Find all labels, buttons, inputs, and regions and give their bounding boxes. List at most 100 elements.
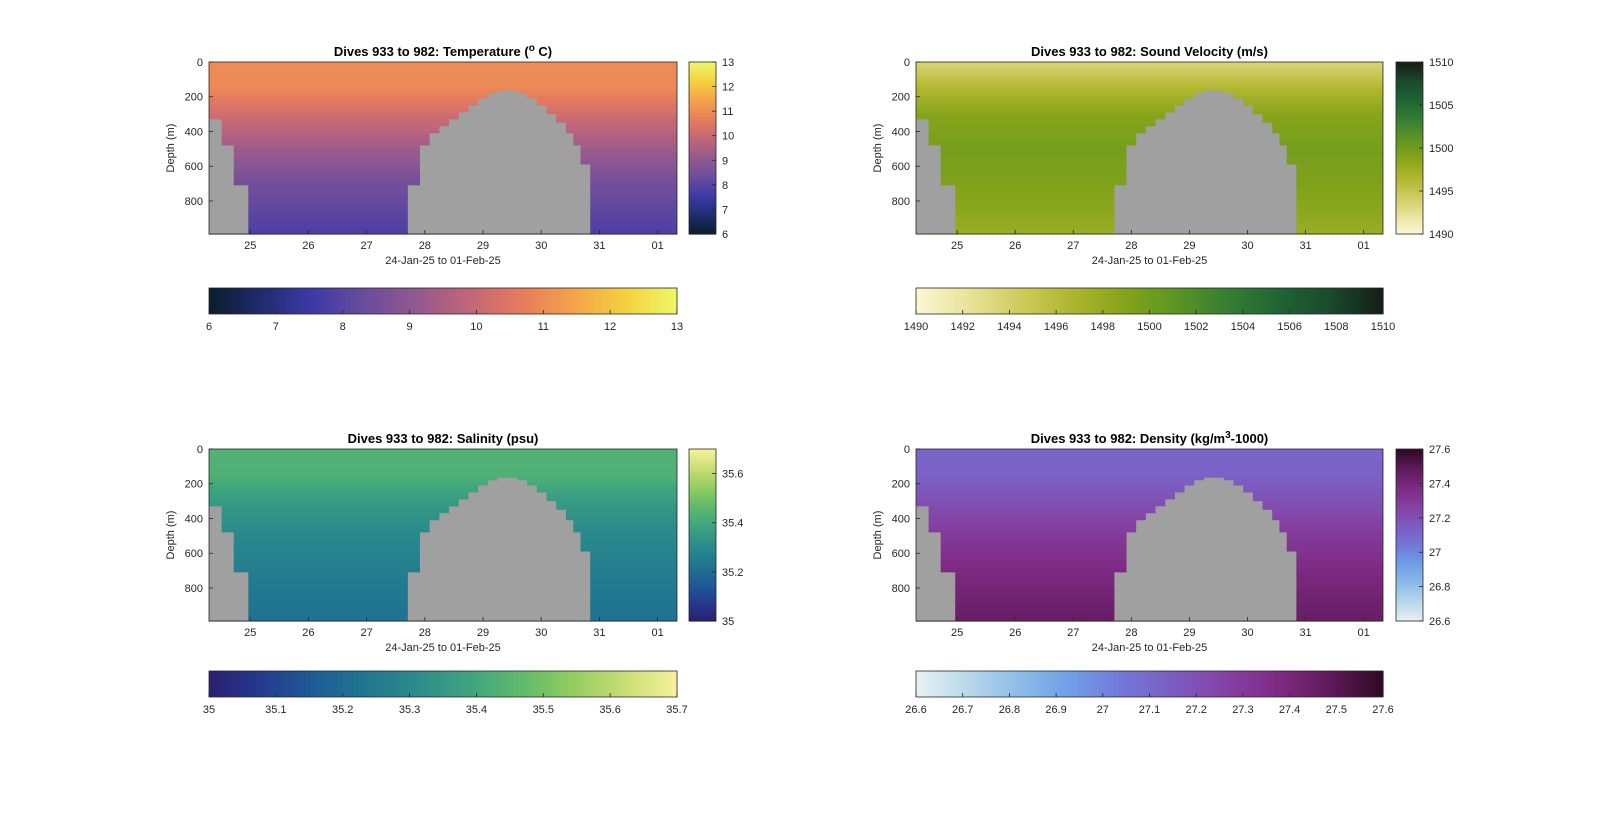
colorbar-segment bbox=[1258, 671, 1263, 697]
colorbar-segment bbox=[404, 671, 409, 697]
colorbar-segment bbox=[689, 116, 716, 120]
colorbar-segment bbox=[1013, 288, 1018, 314]
colorbar-frame bbox=[208, 287, 678, 315]
colorbar-segment bbox=[485, 671, 491, 697]
colorbar-segment bbox=[431, 671, 436, 697]
colorbar-segment bbox=[689, 535, 716, 539]
no-data-region bbox=[419, 145, 431, 234]
colorbar-segment bbox=[599, 288, 604, 314]
y-tick-label: 0 bbox=[904, 57, 910, 69]
heatmap-band bbox=[916, 456, 1383, 462]
colorbar-segment bbox=[689, 529, 716, 533]
colorbar-segment bbox=[1184, 288, 1190, 314]
colorbar-segment bbox=[689, 506, 716, 510]
colorbar-segment bbox=[1091, 671, 1096, 697]
colorbar-segment bbox=[1396, 555, 1423, 559]
colorbar-segment bbox=[279, 288, 284, 314]
colorbar-segment bbox=[923, 288, 929, 314]
colorbar-segment bbox=[1063, 288, 1069, 314]
colorbar-segment bbox=[1063, 671, 1069, 697]
colorbar-tick-label: 7 bbox=[273, 321, 279, 333]
colorbar-segment bbox=[993, 288, 999, 314]
colorbar-tick-label: 1495 bbox=[1429, 186, 1453, 198]
no-data-region bbox=[1252, 501, 1263, 621]
colorbar-segment bbox=[1396, 603, 1423, 608]
colorbar-tick-label: 35.5 bbox=[533, 704, 554, 716]
colorbar-segment bbox=[544, 671, 549, 697]
colorbar-tick-label: 1494 bbox=[997, 321, 1021, 333]
heatmap-band bbox=[916, 460, 1383, 465]
colorbar-tick-label: 8 bbox=[340, 321, 346, 333]
colorbar-segment bbox=[689, 79, 716, 83]
colorbar-segment bbox=[220, 671, 226, 697]
colorbar-segment bbox=[560, 671, 565, 697]
colorbar-tick-label: 9 bbox=[407, 321, 413, 333]
colorbar-segment bbox=[689, 62, 716, 66]
colorbar-segment bbox=[1396, 90, 1423, 95]
no-data-region bbox=[487, 93, 499, 234]
colorbar-segment bbox=[244, 288, 249, 314]
panel-sound-velocity: 0 200 400 600 800 25 26 27 28 29 30 31 01 24-Jan-25 t… bbox=[872, 44, 1453, 333]
colorbar-segment bbox=[1396, 153, 1423, 158]
colorbar-segment bbox=[649, 288, 655, 314]
colorbar-segment bbox=[1396, 130, 1423, 135]
heatmap-band bbox=[209, 506, 677, 511]
colorbar-segment bbox=[1396, 122, 1423, 126]
colorbar-segment bbox=[1114, 288, 1119, 314]
no-data-region bbox=[233, 185, 249, 234]
colorbar-segment bbox=[1396, 205, 1423, 209]
heatmap-band bbox=[209, 84, 677, 90]
colorbar-segment bbox=[224, 671, 230, 697]
heatmap-band bbox=[209, 77, 677, 82]
colorbar-segment bbox=[1396, 600, 1423, 605]
colorbar-segment bbox=[388, 288, 393, 314]
heatmap-band bbox=[916, 77, 1383, 82]
colorbar-segment bbox=[1207, 671, 1213, 697]
colorbar-segment bbox=[1180, 288, 1186, 314]
colorbar-segment bbox=[431, 288, 436, 314]
colorbar-segment bbox=[1396, 466, 1423, 470]
colorbar-segment bbox=[404, 288, 409, 314]
colorbar-segment bbox=[298, 671, 304, 697]
colorbar-segment bbox=[1071, 671, 1077, 697]
colorbar-segment bbox=[689, 145, 716, 149]
colorbar-segment bbox=[1052, 671, 1057, 697]
colorbar-segment bbox=[1219, 671, 1225, 697]
colorbar-segment bbox=[689, 449, 716, 453]
colorbar-segment bbox=[1396, 150, 1423, 155]
colorbar-segment bbox=[310, 671, 315, 697]
colorbar-segment bbox=[255, 288, 261, 314]
colorbar-segment bbox=[1017, 288, 1022, 314]
colorbar-segment bbox=[595, 671, 600, 697]
no-data-region bbox=[1203, 90, 1224, 235]
colorbar-segment bbox=[1324, 288, 1330, 314]
colorbar-tick-label: 35.6 bbox=[722, 469, 743, 481]
axes-box bbox=[208, 448, 678, 622]
chart-title: Dives 933 to 982: Density (kg/m3-1000) bbox=[1031, 430, 1269, 446]
colorbar-segment bbox=[1153, 671, 1158, 697]
colorbar-segment bbox=[1396, 110, 1423, 115]
colorbar-segment bbox=[1258, 288, 1263, 314]
colorbar-segment bbox=[388, 671, 393, 697]
colorbar-segment bbox=[689, 552, 716, 556]
colorbar-segment bbox=[544, 288, 549, 314]
colorbar-segment bbox=[978, 671, 983, 697]
colorbar-segment bbox=[563, 288, 569, 314]
colorbar-segment bbox=[1320, 671, 1326, 697]
colorbar-segment bbox=[689, 67, 716, 72]
colorbar-segment bbox=[466, 288, 471, 314]
colorbar-segment bbox=[1396, 503, 1423, 507]
colorbar-segment bbox=[1355, 671, 1361, 697]
colorbar-segment bbox=[224, 288, 230, 314]
colorbar-segment bbox=[474, 288, 479, 314]
colorbar-segment bbox=[333, 671, 339, 697]
colorbar-segment bbox=[689, 182, 716, 186]
colorbar-segment bbox=[689, 199, 716, 204]
colorbar-segment bbox=[1270, 671, 1275, 697]
colorbar-segment bbox=[458, 288, 464, 314]
colorbar-segment bbox=[689, 110, 716, 115]
colorbar-segment bbox=[493, 671, 499, 697]
no-data-region bbox=[1242, 105, 1253, 234]
colorbar-segment bbox=[1297, 288, 1302, 314]
